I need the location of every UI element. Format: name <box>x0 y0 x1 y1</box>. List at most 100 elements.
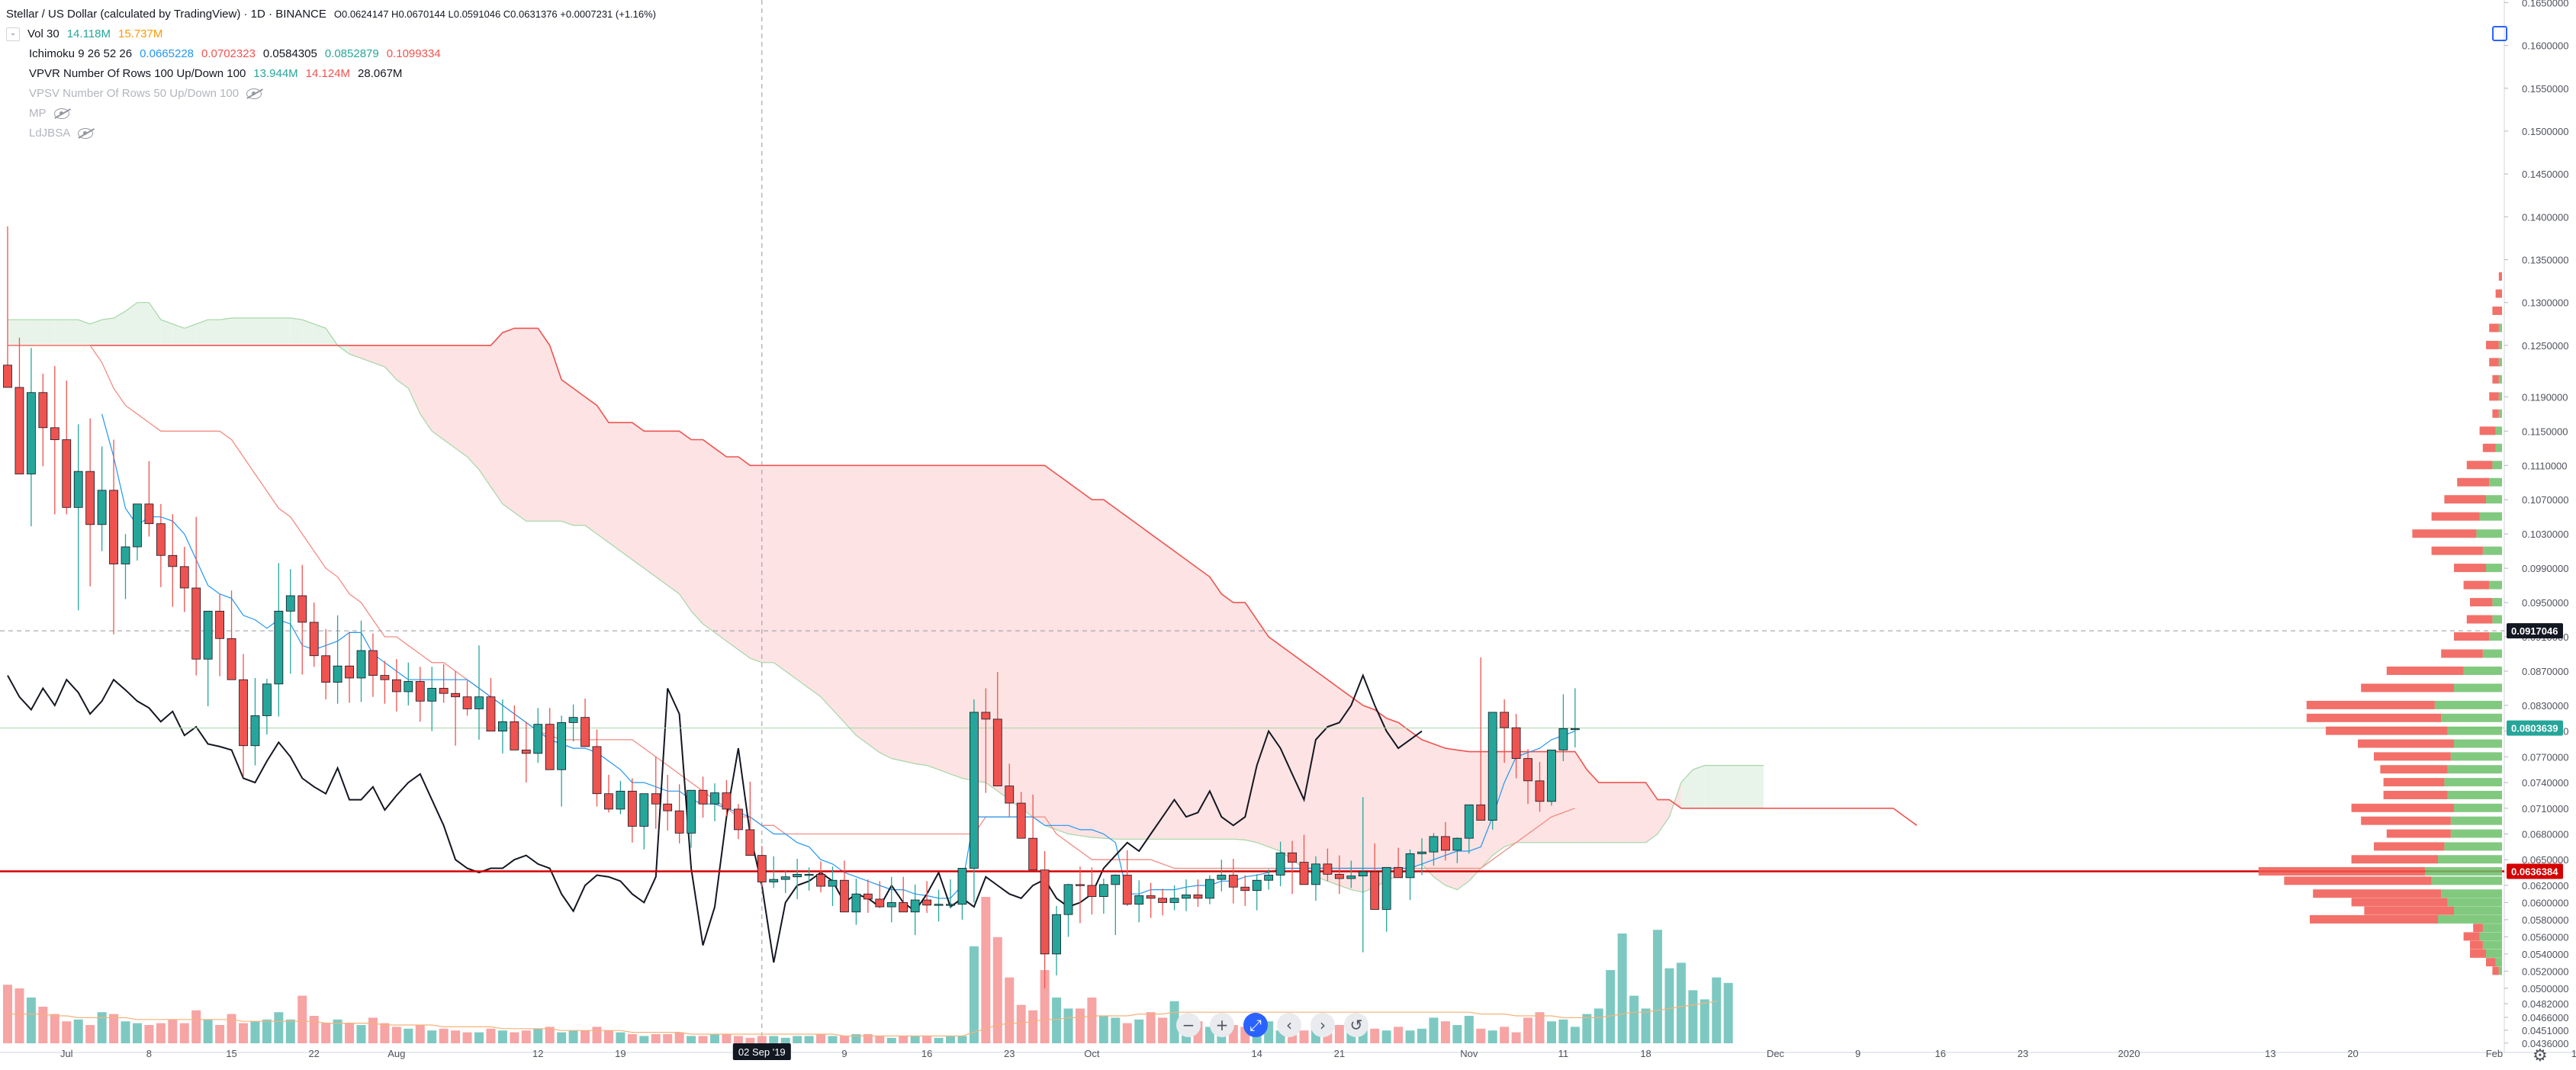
candle <box>168 514 178 607</box>
candle <box>745 781 755 856</box>
volume-profile-up <box>2438 855 2502 864</box>
indicator-value: 28.067M <box>358 67 403 80</box>
reset-scale-button[interactable]: ⤢ <box>1243 1013 1268 1037</box>
volume-bar <box>1511 1032 1521 1043</box>
candle-body <box>391 679 401 692</box>
price-tick-label: 0.0680000 <box>2522 829 2568 840</box>
candle-body <box>1264 875 1274 881</box>
eye-icon[interactable] <box>78 128 94 139</box>
candle <box>1264 869 1274 890</box>
cloud-segment <box>927 465 939 770</box>
cloud-segment <box>1127 516 1140 840</box>
legend-ldjbsa-row[interactable]: LdJBSA <box>6 124 656 143</box>
refresh-button[interactable]: ↺ <box>1344 1013 1368 1037</box>
legend-vpsv-row[interactable]: VPSV Number Of Rows 50 Up/Down 100 <box>6 84 656 104</box>
last-price-tag: 0.0803639 <box>2511 723 2558 734</box>
price-tick-label: 0.0540000 <box>2522 949 2568 960</box>
cloud-segment <box>160 320 173 345</box>
price-tick-label: 0.0482000 <box>2522 998 2568 1010</box>
candle-body <box>1252 879 1262 892</box>
volume-bar <box>1558 1019 1568 1043</box>
legend-vpvr-row[interactable]: VPVR Number Of Rows 100 Up/Down 100 13.9… <box>6 64 656 84</box>
volume-bar <box>168 1019 178 1043</box>
price-tick-label: 0.0451000 <box>2522 1025 2568 1036</box>
candle <box>109 439 118 635</box>
eye-icon[interactable] <box>53 108 69 119</box>
cloud-segment <box>408 345 420 414</box>
cloud-segment <box>1021 465 1034 818</box>
volume-profile-down <box>2473 924 2483 933</box>
candle-body <box>451 692 460 698</box>
price-tick-label: 0.1600000 <box>2522 40 2568 52</box>
volume-profile-down <box>2489 323 2499 333</box>
candle-body <box>1558 728 1568 750</box>
maximize-icon[interactable] <box>2492 26 2507 41</box>
chevron-down-icon[interactable]: ⌄ <box>6 27 20 41</box>
volume-bar <box>1075 1008 1085 1043</box>
volume-profile-down <box>2457 477 2490 487</box>
volume-bar <box>1440 1021 1450 1043</box>
symbol-title[interactable]: Stellar / US Dollar (calculated by Tradi… <box>6 8 326 21</box>
candle-body <box>604 793 613 810</box>
legend-ichimoku-row[interactable]: Ichimoku 9 26 52 26 0.0665228 0.0702323 … <box>6 44 656 64</box>
price-tick-label: 0.0990000 <box>2522 563 2568 574</box>
candle-body <box>321 655 331 683</box>
cloud-segment <box>950 465 963 779</box>
volume-profile-down <box>2454 632 2490 641</box>
volume-bar <box>439 1028 449 1043</box>
cloud-segment <box>785 465 798 680</box>
volume-bar <box>1664 968 1674 1043</box>
cloud-segment <box>915 465 928 766</box>
candle-body <box>651 793 661 805</box>
zoom-out-button[interactable]: − <box>1176 1013 1201 1037</box>
poc-price-tag: 0.0636384 <box>2511 866 2558 878</box>
cloud-segment <box>1339 688 1352 890</box>
legend-vol-row[interactable]: ⌄ Vol 30 14.118M 15.737M <box>6 24 656 44</box>
candle <box>191 516 201 676</box>
candle <box>863 879 873 913</box>
cloud-segment <box>585 397 597 535</box>
volume-bar <box>345 1023 355 1043</box>
cloud-segment <box>1256 619 1269 847</box>
price-tick-label: 0.1250000 <box>2522 340 2568 352</box>
volume-bar <box>651 1034 661 1043</box>
cloud-segment <box>538 328 550 522</box>
eye-icon[interactable] <box>246 88 262 99</box>
volume-bar <box>73 1019 83 1043</box>
candle <box>1535 762 1545 812</box>
volume-bar <box>627 1034 637 1043</box>
volume-bar <box>710 1034 719 1043</box>
candle-body <box>1052 914 1061 955</box>
time-tick-label: 9 <box>1855 1048 1860 1059</box>
gear-icon[interactable]: ⚙ <box>2533 1046 2548 1065</box>
volume-profile-down <box>2463 580 2490 590</box>
candle <box>239 654 248 777</box>
volume-bar <box>62 1021 72 1043</box>
candle <box>710 783 719 821</box>
volume-profile-up <box>2438 914 2502 924</box>
cloud-segment <box>1645 782 1658 843</box>
legend-mp-row[interactable]: MP <box>6 104 656 124</box>
candle <box>992 672 1002 786</box>
volume-profile-up <box>2498 340 2502 349</box>
volume-bar <box>603 1030 613 1043</box>
candle <box>592 729 602 807</box>
time-tick-label: Aug <box>388 1048 405 1059</box>
candle <box>1158 888 1167 916</box>
candle <box>604 774 613 813</box>
scroll-left-button[interactable]: ‹ <box>1277 1013 1301 1037</box>
cloud-segment <box>125 302 137 345</box>
candle <box>1182 879 1191 911</box>
candle-body <box>1441 836 1450 851</box>
volume-bar <box>1334 1025 1344 1043</box>
zoom-in-button[interactable]: + <box>1210 1013 1234 1037</box>
volume-bar <box>333 1019 343 1043</box>
candle <box>1275 841 1285 887</box>
candle-body <box>3 365 12 388</box>
candle-body <box>356 650 366 679</box>
candle <box>1028 794 1038 871</box>
scroll-right-button[interactable]: › <box>1311 1013 1335 1037</box>
candle <box>121 534 130 599</box>
